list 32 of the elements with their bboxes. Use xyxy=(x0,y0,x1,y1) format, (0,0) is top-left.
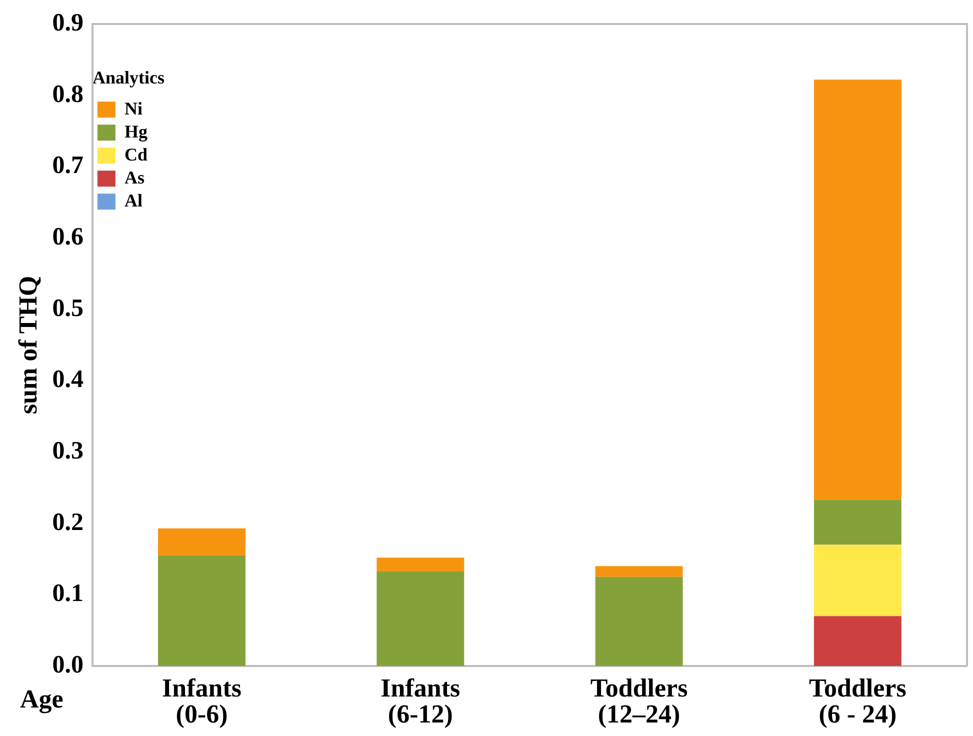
x-tick-label: Infants (6-12) xyxy=(380,674,460,729)
bar xyxy=(595,576,683,666)
y-tick-label: 0.3 xyxy=(52,437,84,464)
bar xyxy=(814,500,902,545)
legend-label: Hg xyxy=(124,121,148,142)
bar xyxy=(376,571,464,666)
bar xyxy=(814,616,902,666)
x-tick-label: Infants (0-6) xyxy=(162,674,242,729)
y-tick-label: 0.9 xyxy=(52,9,84,36)
y-tick-label: 0.8 xyxy=(52,80,84,108)
bar xyxy=(814,544,902,616)
y-tick-label: 0.4 xyxy=(52,366,84,394)
y-axis-title: sum of THQ xyxy=(13,276,42,414)
y-tick-label: 0.1 xyxy=(52,580,84,608)
y-tick-label: 0.7 xyxy=(52,152,84,180)
legend-label: Ni xyxy=(124,98,142,118)
bar xyxy=(814,80,902,500)
x-axis-title: Age xyxy=(20,684,64,714)
y-tick-label: 0.5 xyxy=(52,294,84,322)
legend-label: Cd xyxy=(124,144,148,164)
legend-label: Al xyxy=(124,190,142,210)
bar xyxy=(595,566,683,577)
bar xyxy=(376,558,464,572)
y-tick-label: 0.0 xyxy=(52,651,84,678)
bar xyxy=(158,555,246,666)
bar xyxy=(158,528,246,556)
y-tick-label: 0.2 xyxy=(52,508,84,536)
x-tick-label: Toddlers (12–24) xyxy=(590,674,688,729)
legend-label: As xyxy=(124,167,144,188)
x-tick-label: Toddlers (6 - 24) xyxy=(809,674,906,729)
y-tick-label: 0.6 xyxy=(52,223,84,250)
legend-title: Analytics xyxy=(92,68,164,88)
